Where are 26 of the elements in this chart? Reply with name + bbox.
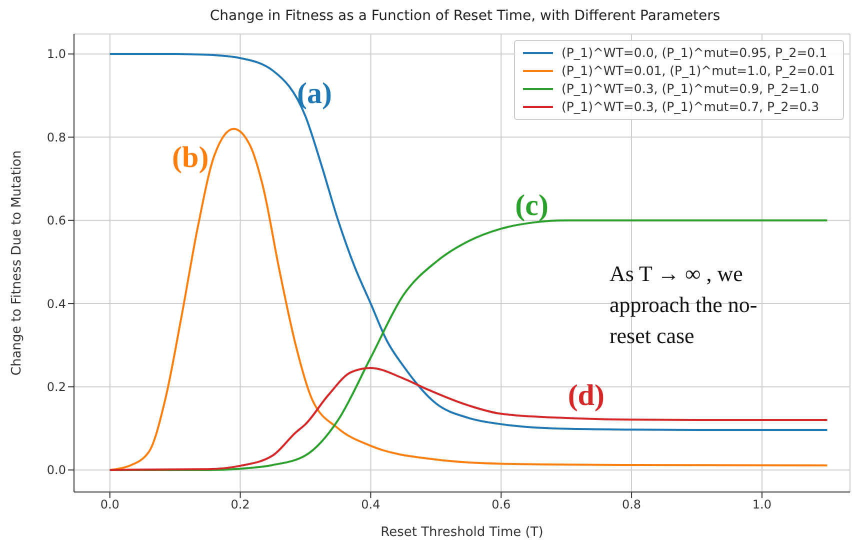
y-tick-label: 0.4: [46, 296, 66, 311]
annotation: (c): [515, 188, 548, 222]
line-series: [108, 128, 828, 471]
x-tick-label: 0.6: [492, 498, 511, 512]
legend-label: (P_1)^WT=0.0, (P_1)^mut=0.95, P_2=0.1: [561, 44, 828, 62]
legend-label: (P_1)^WT=0.3, (P_1)^mut=0.7, P_2=0.3: [561, 98, 820, 116]
annotation: As T → ∞ , we approach the no-reset case: [609, 260, 758, 350]
y-tick-label: 0.8: [46, 130, 66, 144]
annotation: (d): [568, 378, 604, 412]
x-tick-label: 0.2: [230, 498, 250, 512]
y-tick-label: 0.0: [46, 463, 66, 478]
y-tick-label: 0.6: [46, 214, 66, 228]
x-tick-label: 1.0: [752, 498, 772, 512]
x-tick-label: 0.4: [361, 498, 380, 512]
legend-label: (P_1)^WT=0.01, (P_1)^mut=1.0, P_2=0.01: [561, 62, 835, 80]
line-series: [108, 367, 828, 471]
y-axis-title: Change to Fitness Due to Mutation: [10, 150, 25, 376]
legend-label: (P_1)^WT=0.3, (P_1)^mut=0.9, P_2=1.0: [561, 80, 820, 98]
y-tick-label: 1.0: [46, 47, 66, 62]
y-tick-label: 0.2: [46, 380, 66, 394]
chart-title: Change in Fitness as a Function of Reset Time, with Different Parameters: [208, 8, 722, 26]
annotation: (a): [297, 76, 332, 110]
x-tick-label: 0.8: [622, 498, 642, 512]
x-axis-title: Reset Threshold Time (T): [380, 525, 544, 540]
annotation: (b): [172, 140, 209, 174]
x-tick-label: 0.0: [100, 498, 120, 512]
